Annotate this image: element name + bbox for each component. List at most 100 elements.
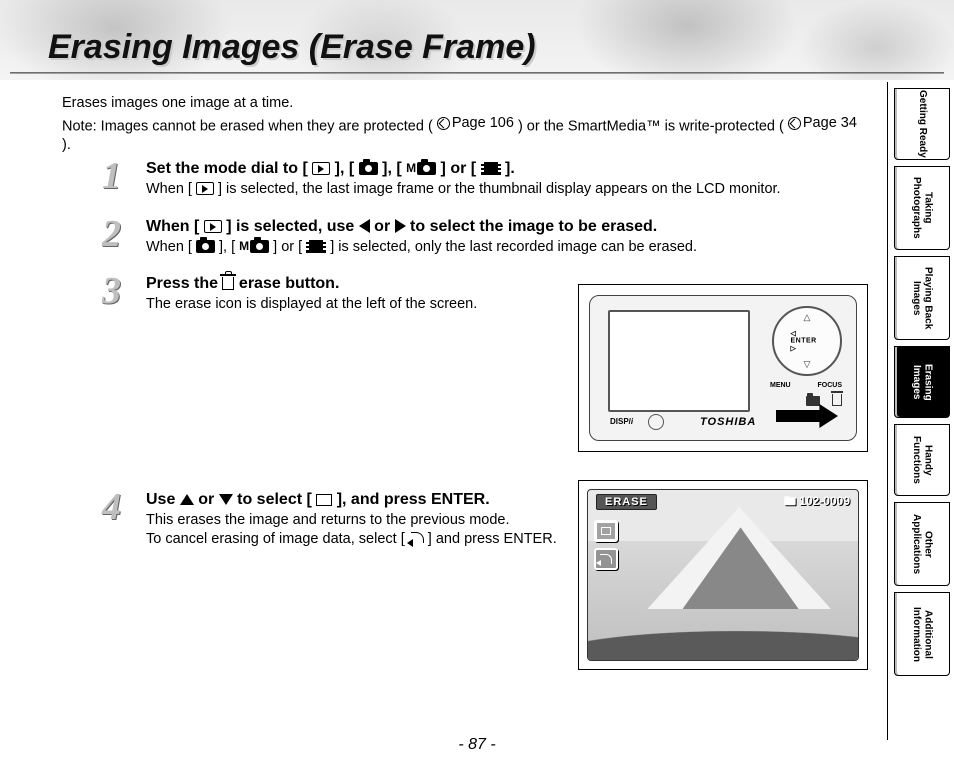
erase-tag: ERASE [596,494,657,510]
lcd-screenshot-illustration: ERASE 🖿 102-0009 [578,480,868,670]
t: ] is selected, the last image frame or t… [214,181,781,197]
camera-icon [417,162,436,175]
tab-erasing-images[interactable]: Erasing Images [894,346,950,418]
t: ], [ [330,160,358,177]
t: ], and press ENTER. [332,491,489,508]
tab-playing-back-images[interactable]: Playing Back Images [894,256,950,340]
return-icon [409,532,424,546]
dpad-down-icon: ▽ [804,359,811,370]
t: ], [ [378,160,406,177]
t: Set the mode dial to [ [146,160,312,177]
menu-label: MENU [770,382,791,389]
vertical-divider [887,82,888,740]
brand-label: TOSHIBA [700,416,756,428]
camera-icon [250,240,269,253]
t: to select the image to be erased. [406,218,658,235]
movie-mode-icon [481,162,501,175]
intro-frag: ). [62,137,71,153]
menu-focus-row: MENU FOCUS [770,382,842,389]
step-heading: When [ ] is selected, use or to select t… [146,218,864,236]
t: ] or [ [269,239,306,255]
trash-button-icon [832,394,842,406]
intro-frag: Note: Images cannot be erased when they … [62,118,433,134]
page-number: - 87 - [0,736,954,754]
t: ] is selected, only the last recorded im… [326,239,697,255]
manual-camera-mode-icon: M [406,160,436,177]
t: erase button. [234,275,339,292]
down-arrow-icon [219,494,233,505]
screenshot-inner: ERASE 🖿 102-0009 [587,489,859,661]
t: When [ [146,239,196,255]
step-2: 2 When [ ] is selected, use or to select… [102,218,864,258]
guide-arrow-icon [776,404,838,428]
t: ] or [ [436,160,480,177]
t: to select [ [233,491,317,508]
link-arrow-icon [437,117,450,130]
t: ] is selected, use [222,218,359,235]
page-ref-34: Page 34 [788,114,857,134]
ref-text: Page 106 [452,114,514,134]
tab-taking-photographs[interactable]: Taking Photographs [894,166,950,250]
tab-additional-information[interactable]: Additional Information [894,592,950,676]
t: Press the [146,275,222,292]
playback-mode-icon [196,182,214,195]
t: ] and press ENTER. [424,531,557,547]
intro-line1: Erases images one image at a time. [62,94,864,114]
focus-label: FOCUS [818,382,843,389]
option-frame-icon [594,520,618,542]
right-arrow-icon [395,219,406,233]
manual-camera-mode-icon: M [239,239,269,255]
camera-mode-icon [196,240,215,253]
ref-text: Page 34 [803,114,857,134]
disp-button [648,414,664,430]
image-counter: 🖿 102-0009 [784,492,850,513]
link-arrow-icon [788,117,801,130]
intro-line2: Note: Images cannot be erased when they … [62,114,864,156]
folder-icon [806,396,820,406]
movie-mode-icon [306,240,326,253]
tab-other-applications[interactable]: Other Applications [894,502,950,586]
m-letter: M [406,161,416,175]
step-number: 3 [102,269,121,313]
t: or [194,491,219,508]
page-ref-106: Page 106 [437,114,514,134]
step-number: 1 [102,154,121,198]
enter-label: ◁ ENTER ▷ [791,330,824,353]
t: or [370,218,395,235]
tab-getting-ready[interactable]: Getting Ready [894,88,950,160]
playback-mode-icon [312,162,330,175]
disp-label: DISP/i [610,417,633,426]
playback-mode-icon [204,220,222,233]
step-1: 1 Set the mode dial to [ ], [ ], [ M ] o… [102,160,864,200]
tab-handy-functions[interactable]: Handy Functions [894,424,950,496]
step-number: 4 [102,485,121,529]
side-tabs: Getting Ready Taking Photographs Playing… [894,88,950,676]
t: When [ [146,218,204,235]
t: ]. [501,160,515,177]
step-body: When [ ], [ M ] or [ ] is selected, only… [146,238,864,258]
t: When [ [146,181,196,197]
lcd-screen [608,310,750,412]
camera-body: ◁ ENTER ▷ △ ▽ MENU FOCUS DISP/i TOSHIBA [589,295,857,441]
dpad-control: ◁ ENTER ▷ △ ▽ [772,306,842,376]
step-number: 2 [102,212,121,256]
frame-select-icon [316,494,332,506]
up-arrow-icon [180,494,194,505]
page-title: Erasing Images (Erase Frame) [48,28,536,67]
dpad-up-icon: △ [804,312,811,323]
t: Use [146,491,180,508]
t: ], [ [215,239,239,255]
intro-frag: ) or the SmartMedia™ is write-protected … [518,118,784,134]
m-letter: M [239,239,249,253]
step-body: When [ ] is selected, the last image fra… [146,180,864,200]
trash-icon [222,277,234,290]
erase-option-icons [594,520,618,570]
camera-back-illustration: ◁ ENTER ▷ △ ▽ MENU FOCUS DISP/i TOSHIBA [578,284,868,452]
option-return-icon [594,548,618,570]
title-rule [10,72,944,74]
camera-mode-icon [359,162,378,175]
screenshot-topbar: ERASE 🖿 102-0009 [588,490,858,514]
left-arrow-icon [359,219,370,233]
step-heading: Set the mode dial to [ ], [ ], [ M ] or … [146,160,864,178]
t: To cancel erasing of image data, select … [146,531,409,547]
